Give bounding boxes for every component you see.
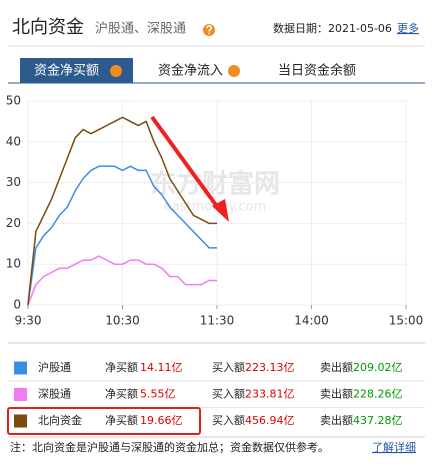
watermark: 东方财富网 — [150, 169, 280, 200]
x-tick-label: 14:00 — [294, 314, 329, 328]
x-tick-label: 10:30 — [105, 314, 140, 328]
series-line — [27, 255, 217, 306]
row-swatch — [14, 414, 27, 428]
cell: 卖出额 — [320, 387, 353, 401]
cell: 卖出额 — [320, 360, 353, 374]
cell: 209.02亿 — [353, 361, 403, 374]
cell: 净买额 — [105, 413, 138, 427]
help-dot — [208, 32, 211, 35]
cell: 卖出额 — [320, 413, 353, 427]
cell: 456.94亿 — [245, 414, 295, 427]
row-swatch — [14, 361, 27, 375]
cell: 净买额 — [105, 387, 138, 401]
help-icon[interactable] — [228, 65, 240, 77]
cell: 买入额 — [212, 388, 245, 401]
cell: 买入额 — [212, 361, 245, 374]
help-glyph — [206, 25, 213, 32]
cell: 14.11亿 — [140, 361, 183, 374]
arrow — [150, 115, 223, 214]
cell: 223.13亿 — [245, 361, 295, 374]
footnote: 注：北向资金是沪股通与深股通的资金加总；资金数据仅供参考。 — [10, 440, 329, 454]
date: 数据日期：2021-05-06 — [273, 21, 392, 35]
y-tick-label: 20 — [6, 216, 21, 230]
series-line — [27, 116, 217, 306]
cell: 沪股通 — [38, 360, 71, 374]
highlight-box — [7, 407, 201, 435]
y-tick-label: 10 — [6, 257, 21, 271]
cell: 深股通 — [38, 388, 71, 401]
cell: 买入额 — [212, 414, 245, 427]
row-swatch — [14, 388, 27, 401]
x-tick-label: 9:30 — [15, 314, 42, 328]
tab[interactable]: 资金净买额 — [34, 63, 99, 79]
cell: 19.66亿 — [140, 414, 183, 427]
more-link[interactable]: 更多 — [397, 21, 419, 35]
arrow-head — [212, 199, 229, 222]
series-line — [27, 165, 217, 306]
help-icon[interactable] — [110, 65, 122, 77]
y-tick-label: 50 — [6, 94, 21, 108]
y-tick-label: 40 — [6, 134, 21, 148]
detail-link[interactable]: 了解详细 — [372, 440, 416, 454]
cell: 净买额 — [105, 360, 138, 374]
cell: 北向资金 — [38, 413, 82, 427]
subtitle: 沪股通、深股通 — [95, 21, 186, 37]
x-tick-label: 15:00 — [389, 314, 424, 328]
tab[interactable]: 资金净流入 — [158, 63, 223, 79]
cell: 5.55亿 — [140, 388, 176, 401]
x-tick-label: 11:30 — [200, 314, 235, 328]
y-tick-label: 30 — [6, 175, 21, 189]
cell: 228.26亿 — [353, 388, 403, 401]
title: 北向资金 — [12, 17, 84, 38]
cell: 233.81亿 — [245, 388, 295, 401]
tab[interactable]: 当日资金余额 — [278, 63, 356, 79]
y-tick-label: 0 — [13, 298, 21, 312]
cell: 437.28亿 — [353, 414, 403, 427]
